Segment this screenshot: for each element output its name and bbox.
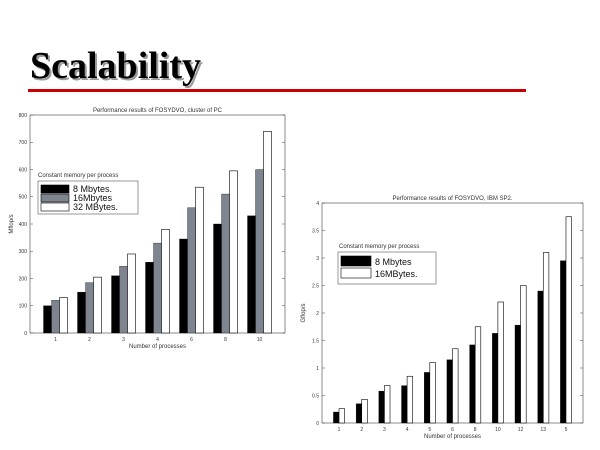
legend-entry: 8 Mbytes.: [73, 184, 112, 194]
chart-title: Performance results of FOSYDVO, IBM SP2.: [392, 196, 512, 202]
title-rule: [28, 89, 526, 92]
x-tick-label: 6: [190, 337, 193, 343]
x-axis-label: Number of processes: [129, 344, 186, 350]
y-tick-label: 1.5: [312, 338, 319, 344]
bar: [537, 290, 544, 424]
y-tick-label: 400: [19, 222, 28, 228]
y-tick-label: 0: [24, 331, 27, 337]
x-tick-label: 1: [54, 337, 57, 343]
bar: [229, 170, 238, 334]
bar: [492, 333, 499, 424]
x-tick-label: 12: [518, 427, 524, 433]
bar: [429, 362, 436, 424]
y-tick-label: 800: [19, 113, 28, 119]
x-tick-label: 8: [224, 337, 227, 343]
y-tick-label: 300: [19, 249, 28, 255]
y-tick-label: 3.5: [312, 228, 319, 234]
bar: [161, 229, 170, 334]
bar: [195, 186, 204, 334]
bar: [446, 359, 453, 424]
y-tick-label: 0.5: [312, 393, 319, 399]
bar: [384, 385, 391, 424]
legend-swatch: [40, 193, 70, 203]
y-tick-label: 1: [316, 366, 319, 372]
x-tick-label: 10: [257, 337, 263, 343]
y-tick-label: 500: [19, 195, 28, 201]
x-tick-label: 3: [383, 427, 386, 433]
bar: [406, 375, 414, 424]
bar: [378, 390, 385, 424]
bar: [542, 252, 550, 424]
legend-entry: 32 MBytes.: [73, 202, 118, 212]
bar: [127, 253, 136, 334]
bar: [355, 403, 362, 424]
bar: [424, 372, 430, 424]
bar: [565, 216, 572, 424]
y-tick-label: 200: [19, 276, 28, 282]
x-tick-label: 2: [360, 427, 363, 433]
x-tick-label: 3: [122, 337, 125, 343]
legend-title: Constant memory per process: [38, 173, 118, 179]
legend-swatch: [340, 267, 372, 279]
x-tick-label: 8: [474, 427, 477, 433]
bar: [469, 344, 476, 424]
slide-title: Scalability: [30, 45, 202, 87]
x-tick-label: 5: [565, 427, 568, 433]
x-axis-label: Number of processes: [424, 434, 481, 440]
bar: [497, 301, 504, 424]
y-axis-label: Mflop/s: [9, 214, 15, 233]
legend-title: Constant memory per process: [339, 244, 419, 250]
bar: [361, 399, 368, 424]
x-tick-label: 13: [541, 427, 547, 433]
y-tick-label: 0: [316, 421, 319, 427]
x-tick-label: 1: [338, 427, 341, 433]
bar: [263, 131, 272, 334]
y-tick-label: 100: [19, 304, 28, 310]
y-axis-label: Gflop/s: [301, 303, 307, 322]
y-tick-label: 2: [316, 311, 319, 317]
bar: [333, 411, 340, 424]
bar: [560, 260, 567, 424]
bar: [59, 297, 68, 334]
y-tick-label: 700: [19, 140, 28, 146]
bar: [452, 348, 459, 424]
x-tick-label: 5: [428, 427, 431, 433]
x-tick-label: 10: [495, 427, 501, 433]
bar: [93, 276, 102, 334]
legend-swatch: [40, 202, 70, 212]
y-tick-label: 3: [316, 256, 319, 262]
legend-entry: 16MBytes.: [375, 269, 418, 279]
legend-swatch: [40, 184, 70, 194]
x-tick-label: 6: [451, 427, 454, 433]
y-tick-label: 4: [316, 201, 319, 207]
bar: [520, 285, 527, 424]
legend-entry: 16Mbytes: [73, 193, 113, 203]
chart-title: Performance results of FOSYDVO, cluster …: [93, 108, 223, 114]
legend-entry: 8 Mbytes: [375, 257, 412, 267]
bar: [338, 408, 345, 424]
x-tick-label: 4: [406, 427, 409, 433]
x-tick-label: 2: [88, 337, 91, 343]
bar: [401, 385, 408, 424]
y-tick-label: 2.5: [312, 283, 319, 289]
x-tick-label: 4: [156, 337, 159, 343]
legend-swatch: [340, 255, 372, 267]
y-tick-label: 600: [19, 167, 28, 173]
bar: [514, 324, 521, 424]
bar: [474, 326, 482, 424]
